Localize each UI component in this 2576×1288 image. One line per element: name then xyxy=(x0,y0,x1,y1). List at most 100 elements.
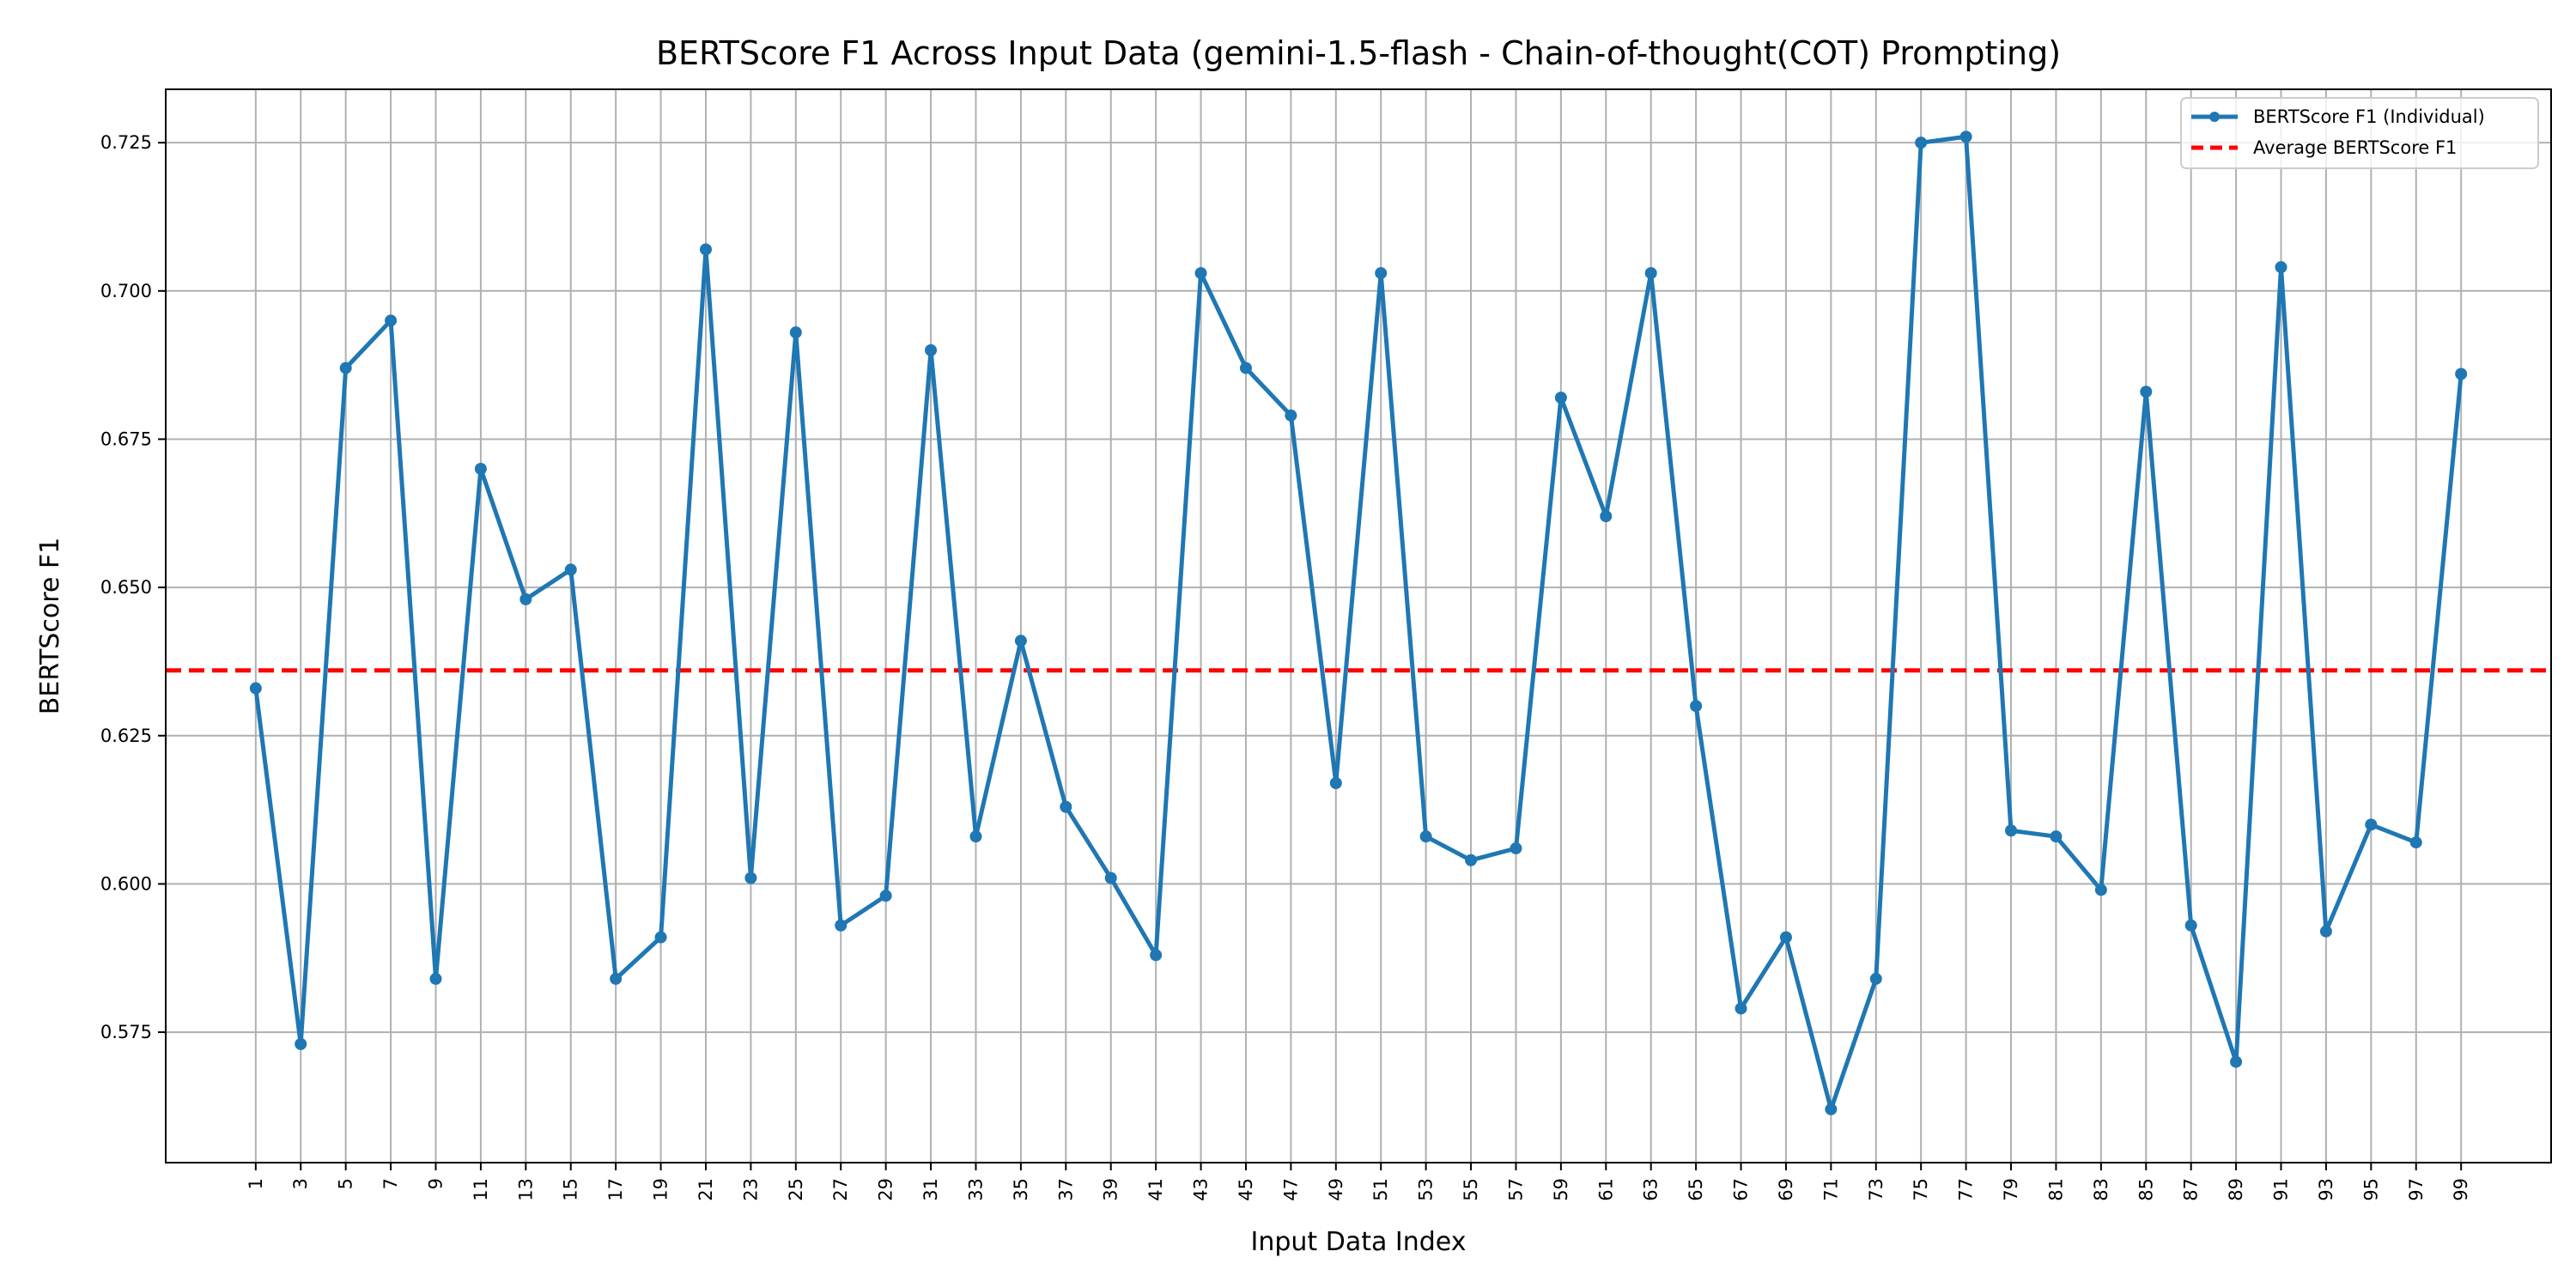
legend-box xyxy=(2180,97,2539,169)
x-tick-label: 97 xyxy=(2406,1178,2427,1201)
data-point xyxy=(2230,1055,2243,1068)
data-point xyxy=(1194,267,1207,280)
x-tick-label: 3 xyxy=(290,1178,311,1189)
data-point xyxy=(610,972,623,985)
data-point xyxy=(339,361,352,374)
legend-label-average: Average BERTScore F1 xyxy=(2253,137,2457,158)
x-tick-label: 99 xyxy=(2451,1178,2471,1201)
data-point xyxy=(249,682,262,695)
x-tick-label: 29 xyxy=(876,1178,896,1201)
data-point xyxy=(699,243,712,256)
data-point xyxy=(1510,841,1522,854)
x-tick-label: 23 xyxy=(740,1178,761,1201)
x-axis-ticks: 1 3 5 7 9 11 13 15 17 19 21 23 25 27 29 31 33 35 37 39 41 43 4… xyxy=(246,1163,2471,1201)
data-point xyxy=(1600,510,1613,523)
data-point xyxy=(654,931,667,944)
legend: BERTScore F1 (Individual) Average BERTSc… xyxy=(2180,97,2539,169)
x-tick-label: 81 xyxy=(2045,1178,2066,1201)
x-tick-label: 33 xyxy=(965,1178,986,1201)
data-point xyxy=(879,890,892,902)
x-tick-label: 43 xyxy=(1191,1178,1212,1201)
y-tick-label: 0.700 xyxy=(100,281,152,301)
x-tick-label: 61 xyxy=(1595,1178,1616,1201)
x-tick-label: 25 xyxy=(786,1178,806,1201)
data-point xyxy=(2409,836,2422,849)
data-point xyxy=(1060,800,1072,813)
x-tick-label: 7 xyxy=(380,1178,401,1189)
data-point xyxy=(2005,824,2018,837)
x-tick-label: 67 xyxy=(1731,1178,1752,1201)
y-tick-label: 0.600 xyxy=(100,873,152,894)
x-tick-label: 49 xyxy=(1326,1178,1346,1201)
data-point xyxy=(385,314,398,327)
data-point xyxy=(1959,131,1972,143)
x-tick-label: 19 xyxy=(651,1178,671,1201)
data-point xyxy=(1915,137,1928,149)
x-tick-label: 1 xyxy=(246,1178,266,1189)
data-point xyxy=(1825,1103,1838,1115)
y-axis-ticks: 0.575 0.600 0.625 0.650 0.675 0.700 0.725 xyxy=(100,132,166,1042)
x-tick-label: 91 xyxy=(2271,1178,2292,1201)
data-point xyxy=(1150,949,1163,962)
data-point xyxy=(2094,884,2107,896)
x-tick-label: 21 xyxy=(696,1178,716,1201)
data-point xyxy=(1285,409,1297,422)
x-tick-label: 73 xyxy=(1866,1178,1886,1201)
data-point xyxy=(1014,635,1027,647)
x-tick-label: 13 xyxy=(515,1178,536,1201)
x-tick-label: 93 xyxy=(2316,1178,2336,1201)
data-point xyxy=(1869,972,1882,985)
x-tick-label: 37 xyxy=(1055,1178,1076,1201)
x-tick-label: 51 xyxy=(1370,1178,1391,1201)
data-point xyxy=(1779,931,1792,944)
data-point xyxy=(1465,854,1478,866)
data-point xyxy=(835,919,848,932)
x-tick-label: 95 xyxy=(2360,1178,2381,1201)
y-tick-label: 0.650 xyxy=(100,577,152,598)
data-point xyxy=(744,872,757,884)
y-tick-label: 0.575 xyxy=(100,1022,152,1042)
x-tick-label: 89 xyxy=(2226,1178,2246,1201)
x-tick-label: 17 xyxy=(605,1178,626,1201)
data-point xyxy=(429,972,442,985)
x-tick-label: 39 xyxy=(1101,1178,1121,1201)
grid xyxy=(166,89,2551,1163)
x-tick-label: 41 xyxy=(1145,1178,1166,1201)
data-point xyxy=(1419,830,1432,843)
x-tick-label: 79 xyxy=(2001,1178,2021,1201)
data-point xyxy=(2319,925,2332,938)
plot-frame xyxy=(165,88,2552,1163)
data-point xyxy=(2184,919,2197,932)
x-tick-label: 47 xyxy=(1280,1178,1301,1201)
x-tick-label: 45 xyxy=(1236,1178,1256,1201)
data-point xyxy=(474,462,487,475)
data-point xyxy=(1735,1002,1747,1015)
x-tick-label: 11 xyxy=(471,1178,491,1201)
data-point xyxy=(1690,700,1703,713)
legend-marker-individual xyxy=(2209,112,2220,122)
data-point xyxy=(1104,872,1117,884)
data-point xyxy=(2455,368,2468,380)
data-point xyxy=(1554,392,1567,404)
legend-label-individual: BERTScore F1 (Individual) xyxy=(2253,106,2485,127)
data-point xyxy=(564,563,577,576)
x-tick-label: 31 xyxy=(920,1178,941,1201)
series-line-individual xyxy=(253,134,2464,1112)
data-point xyxy=(519,592,532,605)
data-point xyxy=(1375,267,1388,280)
x-tick-label: 75 xyxy=(1911,1178,1931,1201)
data-point xyxy=(1329,777,1342,790)
data-point xyxy=(2365,818,2378,831)
x-axis-label: Input Data Index xyxy=(1251,1227,1467,1257)
y-tick-label: 0.675 xyxy=(100,428,152,449)
x-tick-label: 77 xyxy=(1956,1178,1977,1201)
series-group xyxy=(249,131,2468,1115)
x-tick-label: 35 xyxy=(1011,1178,1031,1201)
x-tick-label: 27 xyxy=(830,1178,851,1201)
data-point xyxy=(1239,361,1252,374)
data-point xyxy=(2050,830,2063,843)
data-point xyxy=(1644,267,1657,280)
x-tick-label: 87 xyxy=(2181,1178,2202,1201)
